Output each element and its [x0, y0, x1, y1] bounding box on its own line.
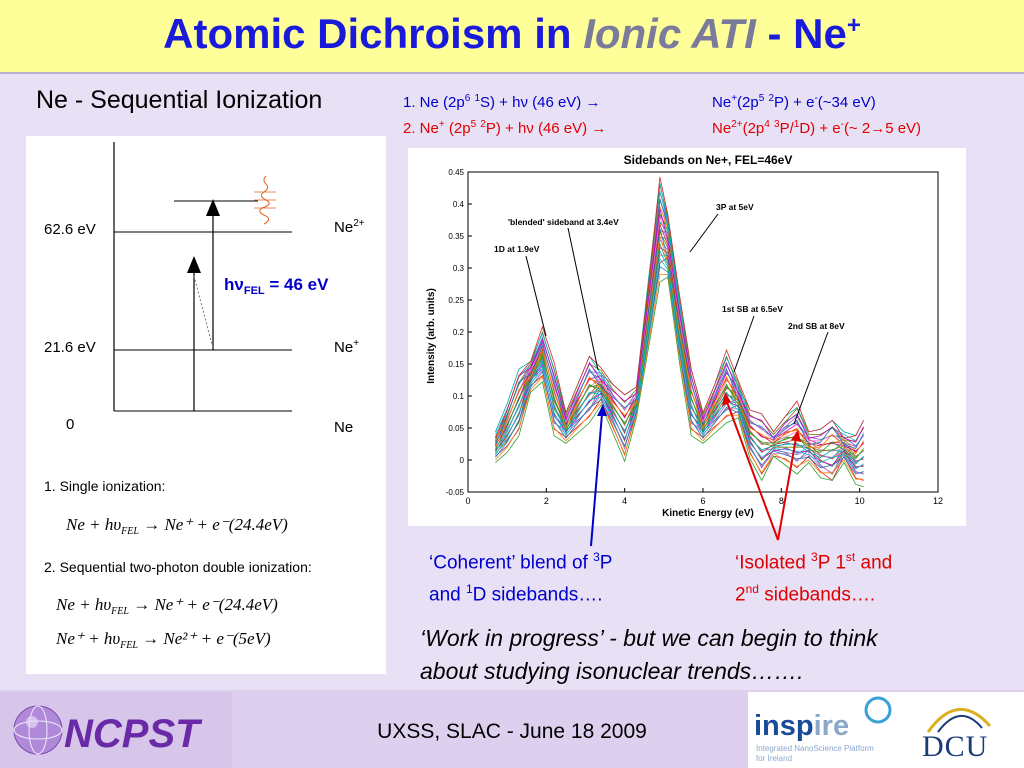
reaction-1-right: Ne+(2p5 2P) + e-(~34 eV) — [712, 93, 876, 111]
x-tick-label: 10 — [855, 496, 865, 506]
sequential-equation-2: Ne⁺ + hυFEL → Ne²⁺ + e⁻(5eV) — [55, 629, 271, 651]
blue-arrow — [590, 413, 603, 547]
dcu-logo-text: DCU — [922, 730, 989, 763]
level-label-ne: Ne — [334, 419, 353, 436]
single-ionization-equation: Ne + hυFEL → Ne⁺ + e⁻(24.4eV) — [65, 515, 288, 537]
data-series-line — [495, 258, 864, 470]
ncpst-sphere-icon — [13, 705, 63, 755]
sideband-chart-panel: Sidebands on Ne+, FEL=46eV Kinetic Energ… — [408, 148, 966, 526]
chart-y-label: Intensity (arb. units) — [426, 288, 437, 384]
title-bar — [0, 0, 1024, 74]
data-series-line — [495, 250, 864, 465]
x-tick-label: 8 — [779, 496, 784, 506]
energy-label-0: 0 — [66, 416, 74, 433]
y-tick-label: 0.35 — [448, 232, 464, 241]
y-tick-label: 0.15 — [448, 360, 464, 369]
y-tick-label: 0.4 — [453, 200, 465, 209]
title-part1: Atomic Dichroism in — [163, 10, 584, 57]
chart-title: Sidebands on Ne+, FEL=46eV — [624, 153, 793, 167]
reaction-2-left: 2. Ne+ (2p5 2P) + hν (46 eV) → — [403, 119, 607, 137]
caption-isolated: ‘Isolated 3P 1st and 2nd sidebands…. — [735, 550, 893, 606]
annotation-1st-sb: 1st SB at 6.5eV — [722, 304, 783, 314]
annotation-3p: 3P at 5eV — [716, 202, 754, 212]
x-tick-label: 2 — [544, 496, 549, 506]
inspire-logo: inspire — [754, 710, 850, 742]
data-series-line — [495, 274, 864, 480]
energy-level-diagram: 62.6 eV 21.6 eV 0 Ne2+ Ne+ Ne hνFEL = 46… — [44, 142, 365, 651]
red-arrow-1 — [726, 401, 779, 541]
annotation-2nd-sb: 2nd SB at 8eV — [788, 321, 845, 331]
annotation-blended: 'blended' sideband at 3.4eV — [508, 217, 619, 227]
dcu-emblem-icon — [926, 708, 992, 733]
x-tick-label: 6 — [700, 496, 705, 506]
chart-annotations: 'blended' sideband at 3.4eV 1D at 1.9eV … — [494, 202, 845, 425]
y-tick-label: -0.05 — [446, 488, 465, 497]
sideband-chart: Sidebands on Ne+, FEL=46eV Kinetic Energ… — [426, 153, 943, 519]
data-series-line — [495, 228, 864, 449]
ncpst-logo — [0, 692, 232, 768]
chart-axes: 0 2 4 6 8 10 12-0.0500.050.10.150.20.250.30.35… — [446, 168, 943, 506]
inspire-ring-icon — [864, 696, 892, 724]
data-series-line — [495, 276, 864, 488]
reaction-2-right: Ne2+(2p4 3P/1D) + e-(~ 2→5 eV) — [712, 119, 922, 137]
y-tick-label: 0.1 — [453, 392, 465, 401]
chart-series — [495, 177, 864, 488]
title-part3: - Ne — [755, 10, 847, 57]
title-part2: Ionic ATI — [583, 10, 756, 57]
red-arrow-2 — [777, 437, 797, 541]
work-in-progress-note: ‘Work in progress’ - but we can begin to… — [420, 625, 878, 684]
single-ionization-label: 1. Single ionization: — [44, 478, 165, 494]
data-series-line — [495, 242, 864, 460]
x-tick-label: 12 — [933, 496, 943, 506]
inspire-subtitle: Integrated NanoScience Platform for Irel… — [756, 744, 874, 763]
slide-title: Atomic Dichroism in Ionic ATI - Ne+ — [0, 10, 1024, 58]
annotation-1d: 1D at 1.9eV — [494, 244, 540, 254]
dotted-connector — [193, 275, 214, 349]
partner-logos — [748, 692, 1024, 768]
y-tick-label: 0.05 — [448, 424, 464, 433]
data-series-line — [495, 177, 864, 439]
y-tick-label: 0.25 — [448, 296, 464, 305]
level-label-neplus: Ne+ — [334, 338, 359, 356]
data-series-line — [495, 209, 864, 443]
reaction-1-left: 1. Ne (2p6 1S) + hν (46 eV) → — [403, 93, 601, 111]
photon-energy-label: hνFEL = 46 eV — [224, 275, 329, 297]
data-series-line — [495, 266, 864, 475]
sequential-equation-1: Ne + hυFEL → Ne⁺ + e⁻(24.4eV) — [55, 595, 278, 617]
sequential-ionization-label: 2. Sequential two-photon double ionizati… — [44, 559, 312, 575]
subtitle: Ne - Sequential Ionization — [36, 86, 323, 114]
energy-diagram-panel: 62.6 eV 21.6 eV 0 Ne2+ Ne+ Ne hνFEL = 46… — [26, 136, 386, 674]
ncpst-logo-text: NCPST — [64, 712, 200, 756]
x-tick-label: 0 — [465, 496, 470, 506]
arrow-head-2 — [206, 199, 220, 216]
y-tick-label: 0.3 — [453, 264, 465, 273]
footer-text: UXSS, SLAC - June 18 2009 — [377, 720, 647, 743]
energy-label-21: 21.6 eV — [44, 339, 96, 356]
y-tick-label: 0.45 — [448, 168, 464, 177]
data-series-line — [495, 183, 864, 437]
y-tick-label: 0 — [460, 456, 465, 465]
x-tick-label: 4 — [622, 496, 627, 506]
energy-label-62: 62.6 eV — [44, 221, 96, 238]
y-tick-label: 0.2 — [453, 328, 465, 337]
data-series-line — [495, 235, 864, 455]
caption-coherent: ‘Coherent’ blend of 3P and 1D sidebands…. — [429, 550, 613, 606]
level-label-ne2plus: Ne2+ — [334, 218, 365, 236]
chart-x-label: Kinetic Energy (eV) — [662, 508, 754, 519]
title-sup: + — [846, 12, 861, 39]
arrow-head-1 — [187, 256, 201, 273]
